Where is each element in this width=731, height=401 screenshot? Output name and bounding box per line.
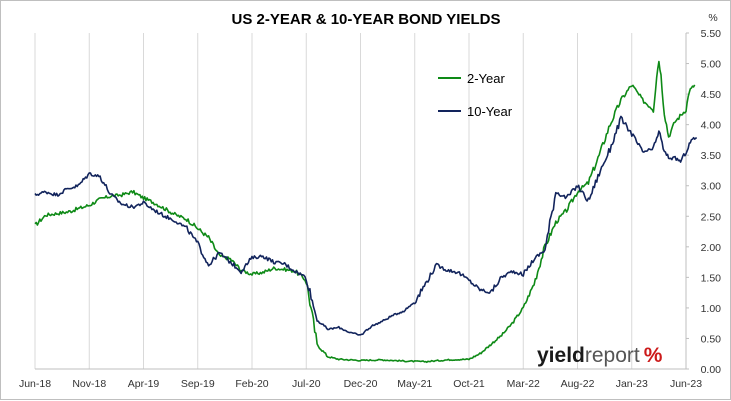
y-tick-label: 2.50 bbox=[701, 211, 722, 223]
legend-label: 10-Year bbox=[467, 104, 513, 119]
legend-label: 2-Year bbox=[467, 71, 505, 86]
y-tick-label: 3.00 bbox=[701, 181, 722, 193]
x-tick-label: Jun-23 bbox=[670, 378, 702, 390]
x-tick-label: Jul-20 bbox=[292, 378, 321, 390]
series-line-10-year bbox=[34, 115, 697, 336]
logo-percent-symbol: % bbox=[644, 344, 663, 367]
y-tick-label: 0.50 bbox=[701, 333, 722, 345]
y-tick-label: 1.50 bbox=[701, 272, 722, 284]
x-tick-label: May-21 bbox=[397, 378, 432, 390]
logo-text-bold: yield bbox=[537, 344, 585, 367]
y-tick-label: 5.00 bbox=[701, 59, 722, 71]
x-tick-label: Sep-19 bbox=[181, 378, 215, 390]
x-tick-label: Nov-18 bbox=[72, 378, 106, 390]
y-tick-label: 4.50 bbox=[701, 89, 722, 101]
y-tick-label: 2.00 bbox=[701, 242, 722, 254]
x-tick-label: Jan-23 bbox=[616, 378, 648, 390]
y-tick-label: 0.00 bbox=[701, 364, 722, 376]
x-tick-label: Oct-21 bbox=[453, 378, 485, 390]
x-tick-label: Aug-22 bbox=[561, 378, 595, 390]
x-tick-label: Dec-20 bbox=[344, 378, 378, 390]
logo-text-light: report bbox=[585, 344, 640, 367]
yieldreport-logo: yieldreport% bbox=[537, 344, 663, 367]
y-tick-label: 3.50 bbox=[701, 150, 722, 162]
chart-title: US 2-YEAR & 10-YEAR BOND YIELDS bbox=[232, 11, 501, 28]
x-tick-label: Jun-18 bbox=[19, 378, 51, 390]
y-tick-label: 5.50 bbox=[701, 28, 722, 40]
series-line-2-year bbox=[34, 60, 696, 364]
x-tick-label: Mar-22 bbox=[507, 378, 540, 390]
y-tick-label: 4.00 bbox=[701, 120, 722, 132]
y-tick-label: 1.00 bbox=[701, 303, 722, 315]
y-axis-unit: % bbox=[708, 12, 717, 24]
x-tick-label: Feb-20 bbox=[235, 378, 268, 390]
x-tick-label: Apr-19 bbox=[128, 378, 160, 390]
